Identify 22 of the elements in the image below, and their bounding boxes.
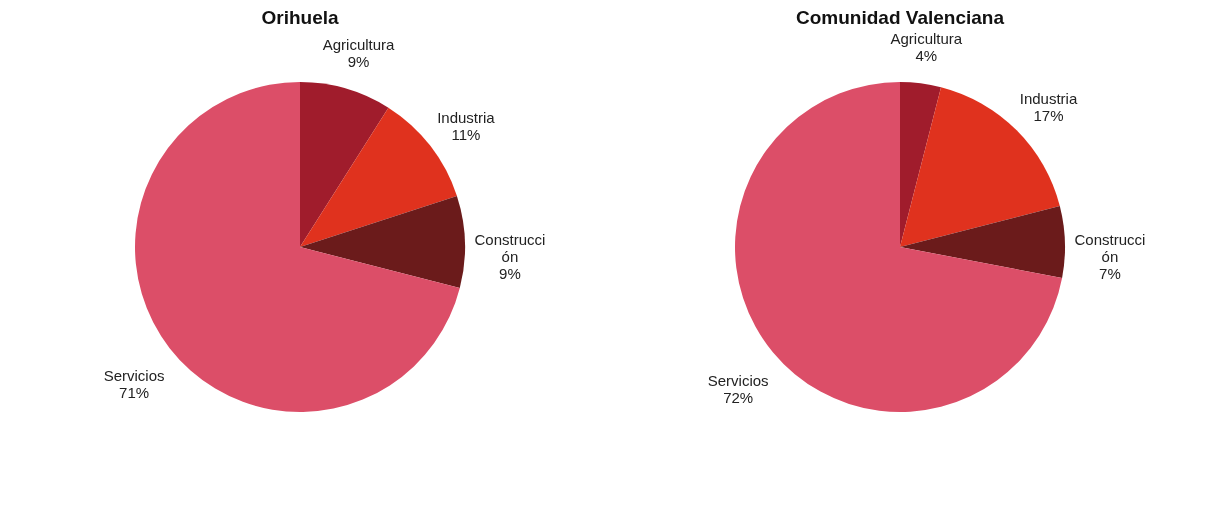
pie-slice [900, 205, 1065, 278]
slice-label: Construcción [474, 231, 546, 266]
data-label: 72% [723, 388, 754, 406]
data-label: 4% [915, 46, 938, 64]
pie-slice [900, 82, 942, 247]
data-label: 9% [347, 53, 370, 71]
slice-label: Agricultura [322, 36, 396, 54]
data-label: 71% [119, 383, 150, 401]
slice-label: Industria [437, 109, 496, 127]
slice-label: Construcción [1074, 231, 1146, 266]
slice-label: Servicios [103, 366, 165, 384]
data-label: 17% [1033, 106, 1064, 124]
pie-slice [300, 82, 389, 247]
chart-title: Comunidad Valenciana [796, 6, 1005, 28]
pie-slice [300, 196, 465, 289]
chart-title: Orihuela [261, 7, 339, 28]
slice-label: Agricultura [890, 29, 963, 47]
data-label: 9% [499, 265, 521, 283]
slice-label: Industria [1019, 89, 1078, 107]
slice-label: Servicios [707, 371, 769, 389]
data-label: 7% [1099, 265, 1121, 283]
data-label: 11% [451, 126, 481, 144]
